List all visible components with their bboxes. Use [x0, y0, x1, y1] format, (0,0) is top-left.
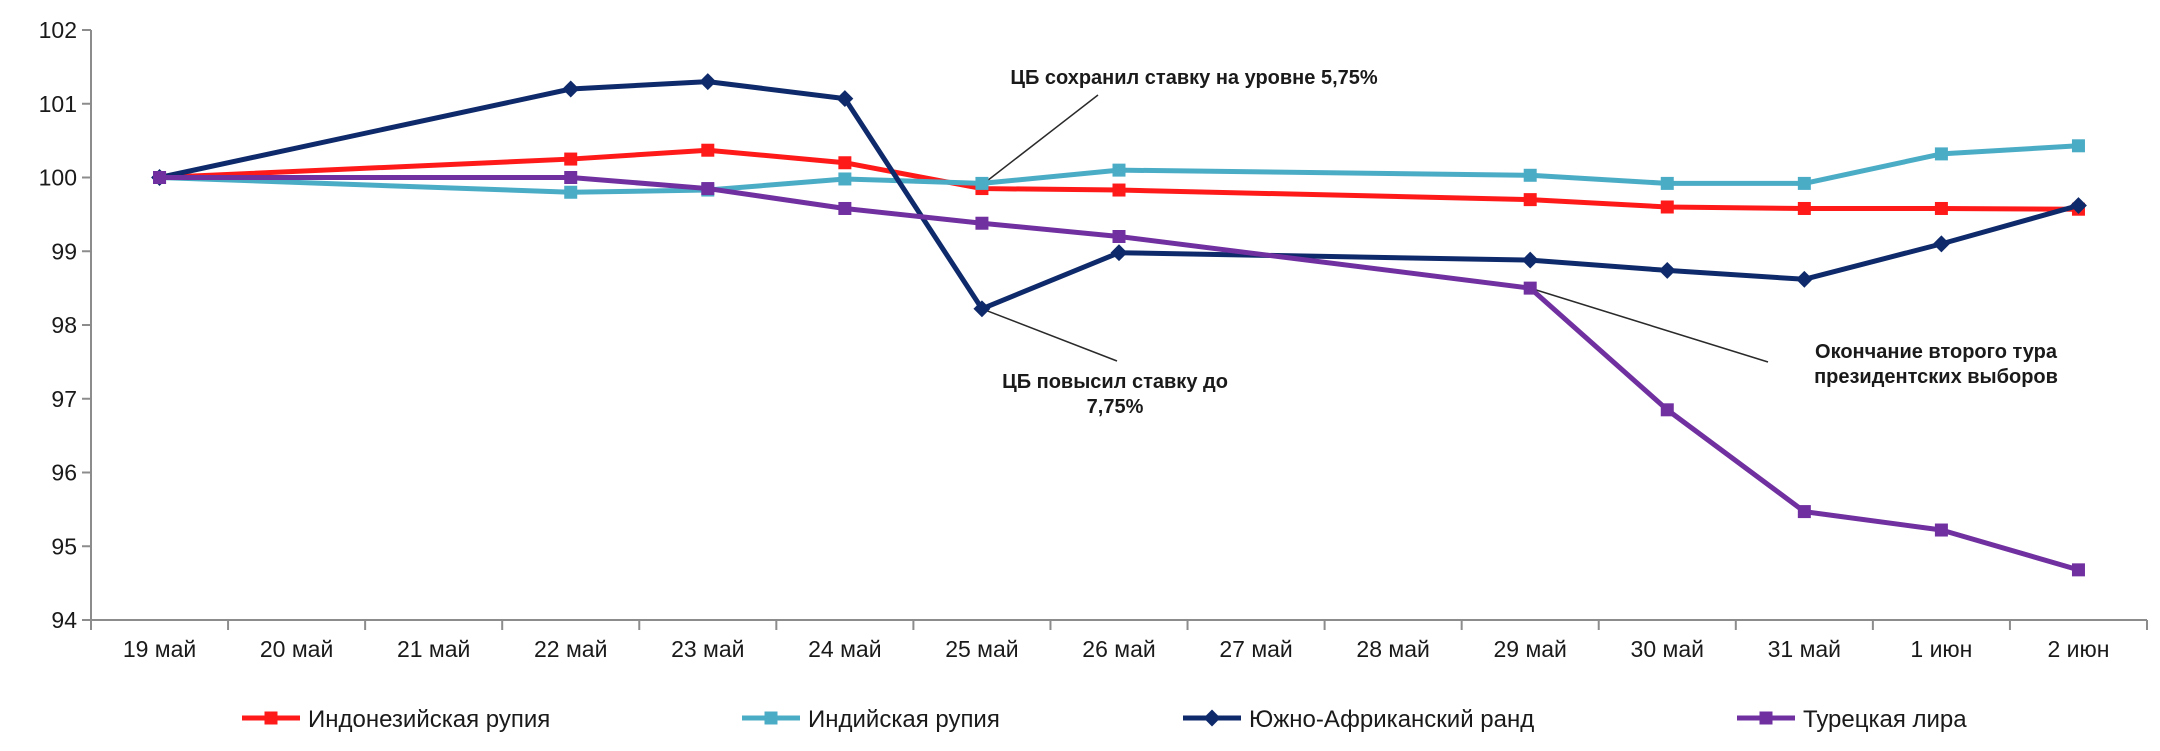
- data-point: [564, 152, 578, 166]
- data-point: [838, 156, 852, 170]
- y-tick-label: 97: [51, 386, 77, 412]
- y-tick-label: 101: [39, 91, 77, 117]
- legend: Индонезийская рупия Индийская рупия Южно-А…: [242, 706, 1967, 733]
- legend-label: Индийская рупия: [808, 706, 1000, 733]
- data-point: [836, 90, 854, 108]
- data-point: [1660, 200, 1674, 214]
- x-tick-label: 30 май: [1631, 636, 1704, 662]
- annotation-leader-line: [1529, 287, 1769, 363]
- data-point: [153, 171, 167, 184]
- x-tick-label: 29 май: [1493, 636, 1566, 662]
- x-tick-label: 20 май: [260, 636, 333, 662]
- x-tick-label: 1 июн: [1910, 636, 1972, 662]
- y-axis: 94 95 96 97 98 99 100 101 102: [39, 17, 92, 633]
- annotation-election-line: Окончание второго тура: [1815, 341, 2058, 363]
- legend-item: Южно-Африканский ранд: [1183, 706, 1534, 733]
- data-point: [1934, 523, 1948, 537]
- data-point: [2070, 197, 2087, 214]
- data-point: [1660, 176, 1674, 190]
- x-tick-label: 22 май: [534, 636, 607, 662]
- data-point: [1523, 168, 1537, 182]
- x-tick-label: 28 май: [1356, 636, 1429, 662]
- data-point: [1521, 251, 1539, 269]
- x-tick-label: 21 май: [397, 636, 470, 662]
- x-axis: 19 май 20 май 21 май 22 май 23 май 24 май 25 м…: [90, 619, 2148, 662]
- data-point: [1658, 261, 1676, 279]
- legend-label: Индонезийская рупия: [308, 706, 550, 733]
- data-point: [2071, 139, 2085, 153]
- legend-swatch-marker: [1759, 711, 1773, 725]
- data-point: [975, 176, 989, 190]
- y-tick-label: 94: [51, 607, 77, 633]
- data-point: [699, 73, 717, 91]
- data-point: [1523, 193, 1537, 207]
- legend-item: Индийская рупия: [742, 706, 1000, 733]
- data-point: [1934, 201, 1948, 215]
- y-tick-label: 95: [51, 533, 77, 559]
- annotation-rate-held: ЦБ сохранил ставку на уровне 5,75%: [1010, 67, 1378, 89]
- annotation-election-line: президентских выборов: [1814, 366, 2058, 388]
- x-tick-label: 19 май: [123, 636, 196, 662]
- data-point: [701, 143, 715, 157]
- data-point: [1797, 176, 1811, 190]
- data-point: [2071, 563, 2085, 577]
- x-tick-label: 2 июн: [2047, 636, 2109, 662]
- x-tick-label: 24 май: [808, 636, 881, 662]
- legend-item: Индонезийская рупия: [242, 706, 550, 733]
- legend-label: Турецкая лира: [1803, 706, 1967, 733]
- data-point: [562, 80, 580, 98]
- x-tick-label: 25 май: [945, 636, 1018, 662]
- y-tick-label: 102: [39, 17, 77, 43]
- data-point: [564, 185, 578, 199]
- series-group: [151, 73, 2087, 577]
- annotation-rate-raised-line: 7,75%: [1087, 396, 1144, 418]
- data-point: [1797, 505, 1811, 519]
- legend-swatch-marker: [1203, 709, 1221, 727]
- data-point: [564, 171, 578, 184]
- data-point: [1523, 281, 1537, 295]
- series-3: [153, 171, 2085, 577]
- y-tick-label: 98: [51, 312, 77, 338]
- x-tick-label: 31 май: [1768, 636, 1841, 662]
- legend-label: Южно-Африканский ранд: [1249, 706, 1534, 733]
- x-tick-label: 26 май: [1082, 636, 1155, 662]
- x-tick-label: 27 май: [1219, 636, 1292, 662]
- data-point: [701, 182, 715, 196]
- data-point: [1932, 235, 1950, 253]
- data-point: [1660, 403, 1674, 417]
- y-tick-label: 96: [51, 460, 77, 486]
- legend-item: Турецкая лира: [1737, 706, 1967, 733]
- legend-swatch-marker: [264, 711, 278, 725]
- annotation-rate-raised-line: ЦБ повысил ставку до: [1002, 371, 1228, 393]
- data-point: [1797, 201, 1811, 215]
- data-point: [1112, 183, 1126, 197]
- data-point: [1934, 147, 1948, 161]
- annotation-leader-line: [981, 94, 1099, 186]
- data-point: [975, 216, 989, 230]
- data-point: [838, 201, 852, 215]
- x-tick-label: 23 май: [671, 636, 744, 662]
- data-point: [1110, 244, 1128, 262]
- y-tick-label: 99: [51, 238, 77, 264]
- data-point: [1112, 230, 1126, 243]
- data-point: [1795, 270, 1813, 288]
- annotation-leader-line: [981, 308, 1118, 362]
- data-point: [838, 172, 852, 186]
- y-tick-label: 100: [39, 165, 77, 191]
- data-point: [973, 300, 991, 318]
- legend-swatch-marker: [764, 711, 778, 725]
- annotations: ЦБ сохранил ставку на уровне 5,75% ЦБ пов…: [981, 67, 2058, 418]
- data-point: [1112, 163, 1126, 177]
